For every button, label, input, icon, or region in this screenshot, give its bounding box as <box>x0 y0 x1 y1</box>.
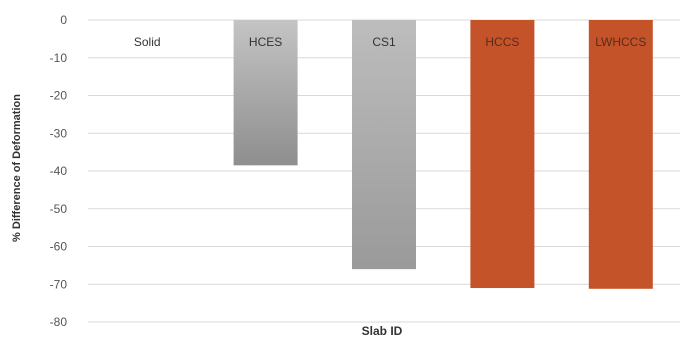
bar-hccs <box>470 20 534 288</box>
bars <box>234 20 653 289</box>
y-tick-label: -30 <box>50 126 68 140</box>
y-tick-label: -70 <box>50 277 68 291</box>
y-tick-label: -20 <box>50 89 68 103</box>
category-label: HCCS <box>485 35 519 49</box>
bar-cs1 <box>352 20 416 269</box>
category-label: HCES <box>249 35 282 49</box>
bar-lwhccs <box>589 20 653 289</box>
y-tick-label: -10 <box>50 51 68 65</box>
y-tick-label: -80 <box>50 315 68 329</box>
y-axis-label: % Difference of Deformation <box>11 94 23 242</box>
y-axis-ticks: 0 -10 -20 -30 -40 -50 -60 -70 -80 <box>50 13 68 329</box>
y-tick-label: -60 <box>50 240 68 254</box>
category-label: Solid <box>134 35 161 49</box>
category-label: CS1 <box>372 35 396 49</box>
category-labels: Solid HCES CS1 HCCS LWHCCS <box>134 35 647 49</box>
y-tick-label: -40 <box>50 164 68 178</box>
y-tick-label: 0 <box>60 13 67 27</box>
x-axis-label: Slab ID <box>362 324 403 338</box>
category-label: LWHCCS <box>595 35 646 49</box>
y-tick-label: -50 <box>50 202 68 216</box>
